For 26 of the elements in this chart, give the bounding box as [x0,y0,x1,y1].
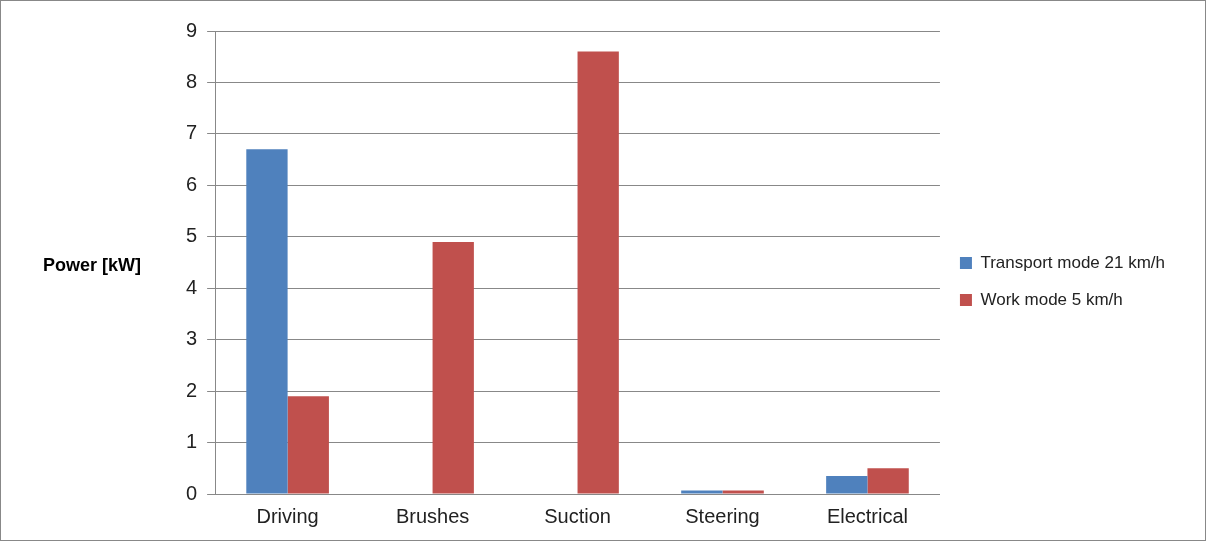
y-tick-label: 6 [186,172,198,195]
bar [826,475,868,494]
y-tick-label: 8 [186,69,198,92]
y-tick-label: 9 [186,18,198,41]
x-tick-label: Brushes [395,504,470,527]
y-tick-label: 3 [186,327,198,350]
x-tick-label: Suction [544,504,611,527]
x-tick-label: Steering [685,504,760,527]
bar [432,241,474,494]
y-tick-label: 1 [186,430,198,453]
legend-label: Work mode 5 km/h [980,289,1123,309]
y-axis-title: Power [kW] [43,255,142,276]
x-tick-label: Electrical [826,504,909,527]
y-tick-label: 4 [186,275,198,298]
y-tick-label: 7 [186,121,198,144]
x-tick-label: Driving [256,504,319,527]
y-tick-label: 0 [186,481,198,504]
bar [577,51,619,494]
bar [867,468,909,494]
bar [722,490,764,494]
bar [287,396,329,494]
y-tick-label: 2 [186,378,198,401]
bar [246,149,288,494]
bar [681,490,723,494]
legend-label: Transport mode 21 km/h [980,252,1165,272]
y-tick-label: 5 [186,224,198,247]
